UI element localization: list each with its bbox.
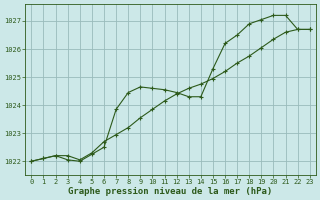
X-axis label: Graphe pression niveau de la mer (hPa): Graphe pression niveau de la mer (hPa) [68,187,273,196]
